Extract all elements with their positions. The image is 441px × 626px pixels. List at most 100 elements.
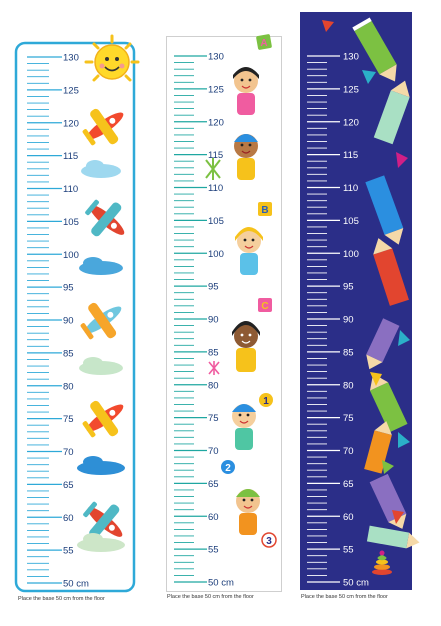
boy-icon	[232, 404, 256, 450]
tick-label: 70	[343, 446, 354, 457]
airplane-icon	[82, 400, 124, 438]
ruler-labels: 50 cm 55 60 65 70 75 80 85 90 95 100 105 110 115 120 12…	[208, 52, 234, 589]
tick-label: 100	[343, 249, 359, 260]
pencil-icon	[366, 525, 420, 549]
badge-c-label: C	[261, 301, 268, 312]
tick-label: 130	[63, 53, 79, 64]
boy-icon	[234, 134, 258, 180]
kids-chart-graphic: 50 cm55606570758085909510010511011512012…	[166, 34, 282, 592]
tick-label: 90	[208, 315, 219, 326]
airplane-icon	[85, 199, 125, 237]
star-icon	[208, 361, 220, 375]
badge-b-label: B	[261, 205, 268, 216]
tick-label: 85	[208, 347, 219, 358]
tick-label: 55	[343, 545, 354, 556]
tick-label: 90	[343, 315, 354, 326]
kids-height-chart: 50 cm 55 60 65 70 75 80 85 90 95 100 105 110 115 120 12…	[166, 34, 282, 592]
tick-label: 115	[343, 150, 358, 161]
star-icon	[205, 158, 221, 180]
girl-icon	[235, 227, 263, 275]
triangle-icon	[322, 20, 334, 32]
tick-label: 125	[343, 84, 359, 95]
chart-frame	[14, 41, 136, 593]
ruler-labels: 50 cm 55 60 65 70 75 80 85 90 95 100 105 110 115 120 12…	[343, 52, 369, 589]
tick-label: 50 cm	[63, 579, 89, 590]
pencil-icon	[365, 175, 404, 245]
tick-label: 90	[63, 316, 74, 327]
tick-label: 80	[208, 380, 219, 391]
airplane-icon	[82, 108, 124, 146]
badge-2: 2	[221, 460, 235, 474]
badge-c: C	[258, 298, 272, 312]
caption-kids-chart: Place the base 50 cm from the floor	[167, 594, 254, 600]
badge-3: 3	[261, 532, 277, 548]
badge-a: A	[256, 34, 272, 50]
tick-label: 110	[63, 184, 78, 195]
cloud-icon	[81, 160, 121, 178]
pencil-icon	[352, 17, 397, 82]
tick-label: 85	[343, 347, 354, 358]
tick-label: 75	[208, 413, 219, 424]
ruler-ticks	[307, 55, 340, 583]
cloud-icon	[79, 357, 123, 375]
stacking-rings-icon	[372, 550, 392, 575]
cloud-icon	[77, 533, 125, 552]
tick-label: 60	[343, 512, 354, 523]
tick-label: 85	[63, 348, 74, 359]
ruler-labels: 50 cm 55 60 65 70 75 80 85 90 95 100 105 110 115 120 12…	[63, 53, 89, 590]
tick-label: 110	[343, 183, 358, 194]
tick-label: 60	[208, 512, 219, 523]
girl-icon	[233, 67, 259, 115]
tick-label: 100	[63, 250, 79, 261]
triangle-icon	[396, 152, 408, 168]
triangle-icon	[382, 460, 394, 474]
girl-icon	[232, 321, 260, 372]
cloud-icon	[77, 456, 125, 475]
tick-label: 65	[208, 479, 219, 490]
tick-label: 105	[343, 216, 359, 227]
tick-label: 100	[208, 249, 224, 260]
badge-a-label: A	[260, 38, 267, 49]
badge-b: B	[258, 202, 272, 216]
boy-icon	[236, 489, 260, 535]
tick-label: 65	[343, 479, 354, 490]
tick-label: 60	[63, 513, 74, 524]
badge-2-label: 2	[225, 463, 231, 474]
pencil-icon	[373, 238, 409, 306]
triangle-icon	[392, 510, 404, 524]
triangle-icon	[398, 330, 410, 346]
tick-label: 130	[343, 52, 359, 63]
tick-label: 95	[343, 282, 354, 293]
tick-label: 50 cm	[343, 578, 369, 589]
ruler-ticks	[27, 56, 62, 584]
tick-label: 120	[343, 117, 359, 128]
pencil-icon	[366, 318, 400, 370]
tick-label: 95	[208, 282, 219, 293]
tick-label: 115	[63, 151, 78, 162]
airplane-chart-graphic: 50 cm 55 60 65 70 75 80 85 90 95 100 105 110 115 120 12…	[14, 34, 140, 593]
triangle-icon	[398, 432, 410, 448]
badge-3-label: 3	[266, 536, 272, 547]
tick-label: 110	[208, 183, 223, 194]
tick-label: 105	[63, 217, 79, 228]
caption-pencil-chart: Place the base 50 cm from the floor	[301, 594, 388, 600]
tick-label: 105	[208, 216, 224, 227]
tick-label: 55	[63, 546, 74, 557]
triangle-icon	[362, 70, 376, 84]
tick-label: 70	[63, 447, 74, 458]
triangle-icon	[370, 372, 382, 386]
tick-label: 125	[63, 85, 79, 96]
pencil-height-chart: 50 cm 55 60 65 70 75 80 85 90 95 100 105 110 115 120 12…	[300, 12, 420, 590]
airplane-icon	[83, 501, 123, 539]
badge-1-label: 1	[263, 396, 269, 407]
caption-airplane-chart: Place the base 50 cm from the floor	[18, 596, 105, 602]
cloud-icon	[79, 257, 123, 275]
pencil-icon	[373, 80, 410, 145]
sun-icon	[84, 34, 140, 82]
tick-label: 80	[343, 380, 354, 391]
tick-label: 65	[63, 480, 74, 491]
tick-label: 80	[63, 381, 74, 392]
pencil-chart-graphic: 50 cm 55 60 65 70 75 80 85 90 95 100 105 110 115 120 12…	[300, 12, 420, 590]
tick-label: 120	[208, 117, 224, 128]
tick-label: 75	[343, 413, 354, 424]
